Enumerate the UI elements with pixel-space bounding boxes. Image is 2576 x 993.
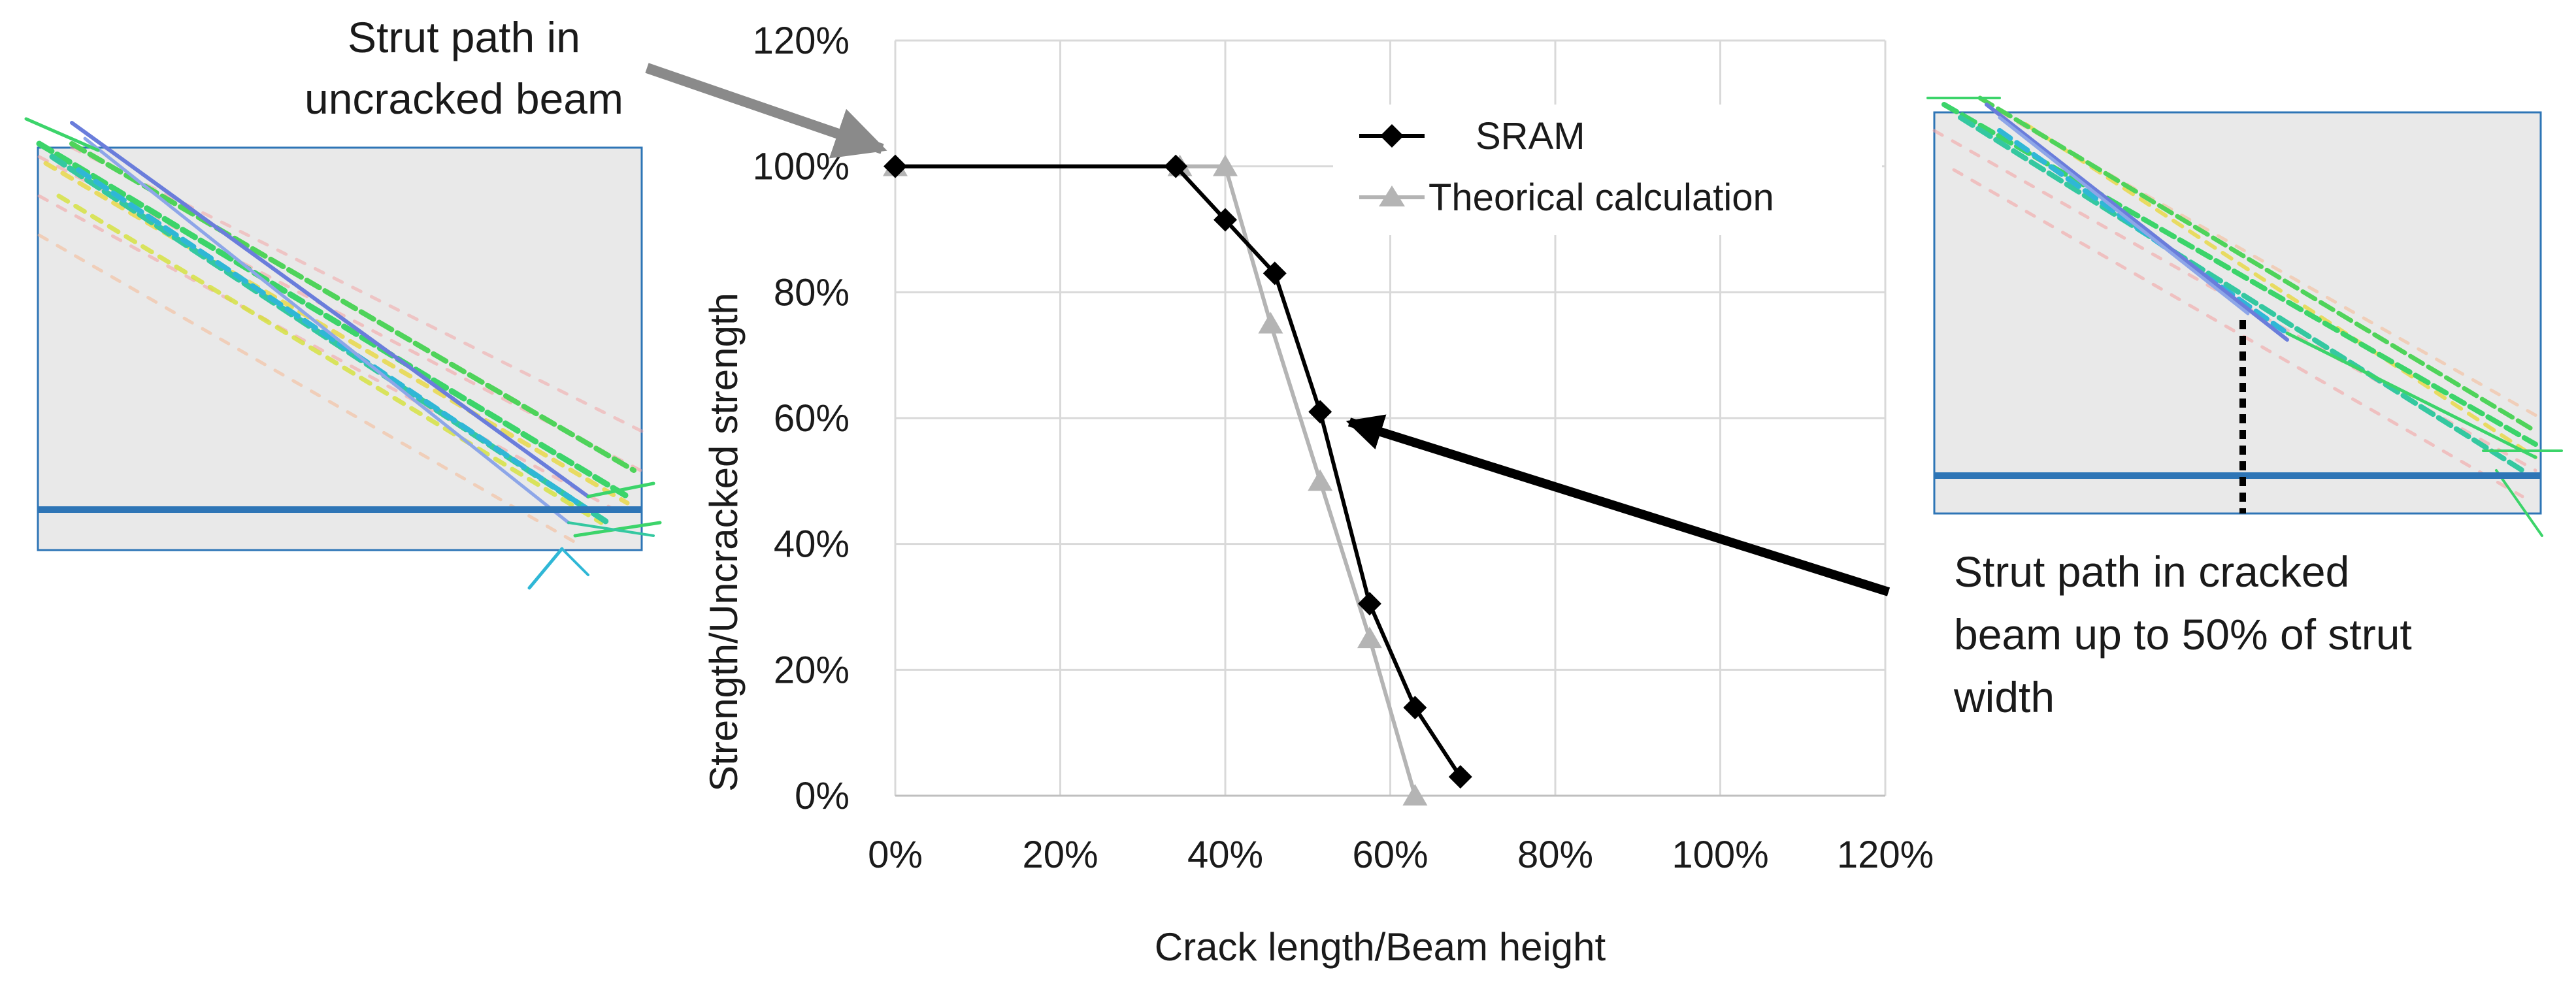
series-theorical-calculation-point (1308, 469, 1333, 491)
series-sram-point (1308, 400, 1332, 424)
x-tick-label: 60% (1352, 834, 1428, 876)
y-tick-label: 100% (753, 146, 850, 188)
cracked-beam-inset (1926, 95, 2563, 537)
uncracked-stress-field (24, 117, 662, 590)
legend: SRAM Theorical calculation (1333, 105, 1882, 235)
series-sram-point (1164, 154, 1188, 178)
series-sram-point (883, 154, 907, 178)
annotation-uncracked-line-1: Strut path in (348, 13, 580, 61)
y-tick-label: 60% (774, 397, 850, 440)
series-sram-point (1357, 592, 1381, 616)
y-tick-label: 0% (795, 775, 850, 817)
x-axis-label: Crack length/Beam height (1155, 925, 1606, 969)
annotation-uncracked-arrow (645, 63, 887, 159)
uncracked-beam-inset (24, 117, 662, 590)
series-sram-line (895, 164, 1462, 778)
series-theorical-calculation-point (1213, 154, 1238, 176)
x-tick-label: 120% (1837, 834, 1934, 876)
series-layer (883, 154, 1472, 806)
series-theorical-calculation-point (1402, 784, 1428, 806)
series-sram-point (1403, 696, 1427, 720)
cracked-beam-body (1933, 111, 2542, 515)
legend-theory-label: Theorical calculation (1428, 176, 1774, 219)
annotation-cracked-line-1: Strut path in cracked (1954, 547, 2349, 596)
x-tick-label: 40% (1187, 834, 1263, 876)
series-sram-point (1263, 261, 1287, 285)
annotation-uncracked: Strut path in uncracked beam (305, 13, 887, 159)
series-theorical-calculation-point (1258, 312, 1283, 334)
x-tick-label: 100% (1672, 834, 1768, 876)
y-tick-label: 120% (753, 20, 850, 62)
annotation-cracked: Strut path in cracked beam up to 50% of … (1346, 414, 2412, 721)
annotation-cracked-arrow (1346, 414, 1891, 596)
x-tick-label: 20% (1022, 834, 1098, 876)
legend-sram-marker (1380, 124, 1404, 148)
legend-box (1333, 105, 1882, 235)
annotation-cracked-line-3: width (1953, 673, 2055, 721)
legend-theory-marker (1379, 186, 1405, 206)
x-tick-label: 0% (868, 834, 923, 876)
cracked-stress-field (1926, 95, 2563, 537)
y-tick-label: 40% (774, 523, 850, 566)
x-tick-label: 80% (1517, 834, 1593, 876)
plot-area: 0% 20% 40% 60% 80% 100% 120% 0% 20% 40% 60% 80% 100… (753, 20, 1934, 876)
y-tick-label: 80% (774, 271, 850, 314)
y-tick-labels: 0% 20% 40% 60% 80% 100% 120% (753, 20, 850, 817)
x-tick-labels: 0% 20% 40% 60% 80% 100% 120% (868, 834, 1934, 876)
series-sram-point (1214, 208, 1237, 232)
annotation-uncracked-line-2: uncracked beam (305, 74, 623, 123)
y-tick-label: 20% (774, 649, 850, 691)
legend-sram-label: SRAM (1476, 115, 1585, 157)
y-axis-label: Strength/Uncracked strength (702, 293, 746, 792)
annotation-cracked-line-2: beam up to 50% of strut (1954, 610, 2412, 659)
series-sram-point (1448, 765, 1472, 789)
series-theorical-calculation-point (1357, 627, 1382, 649)
